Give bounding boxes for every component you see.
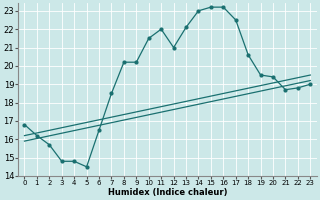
X-axis label: Humidex (Indice chaleur): Humidex (Indice chaleur) [108,188,227,197]
